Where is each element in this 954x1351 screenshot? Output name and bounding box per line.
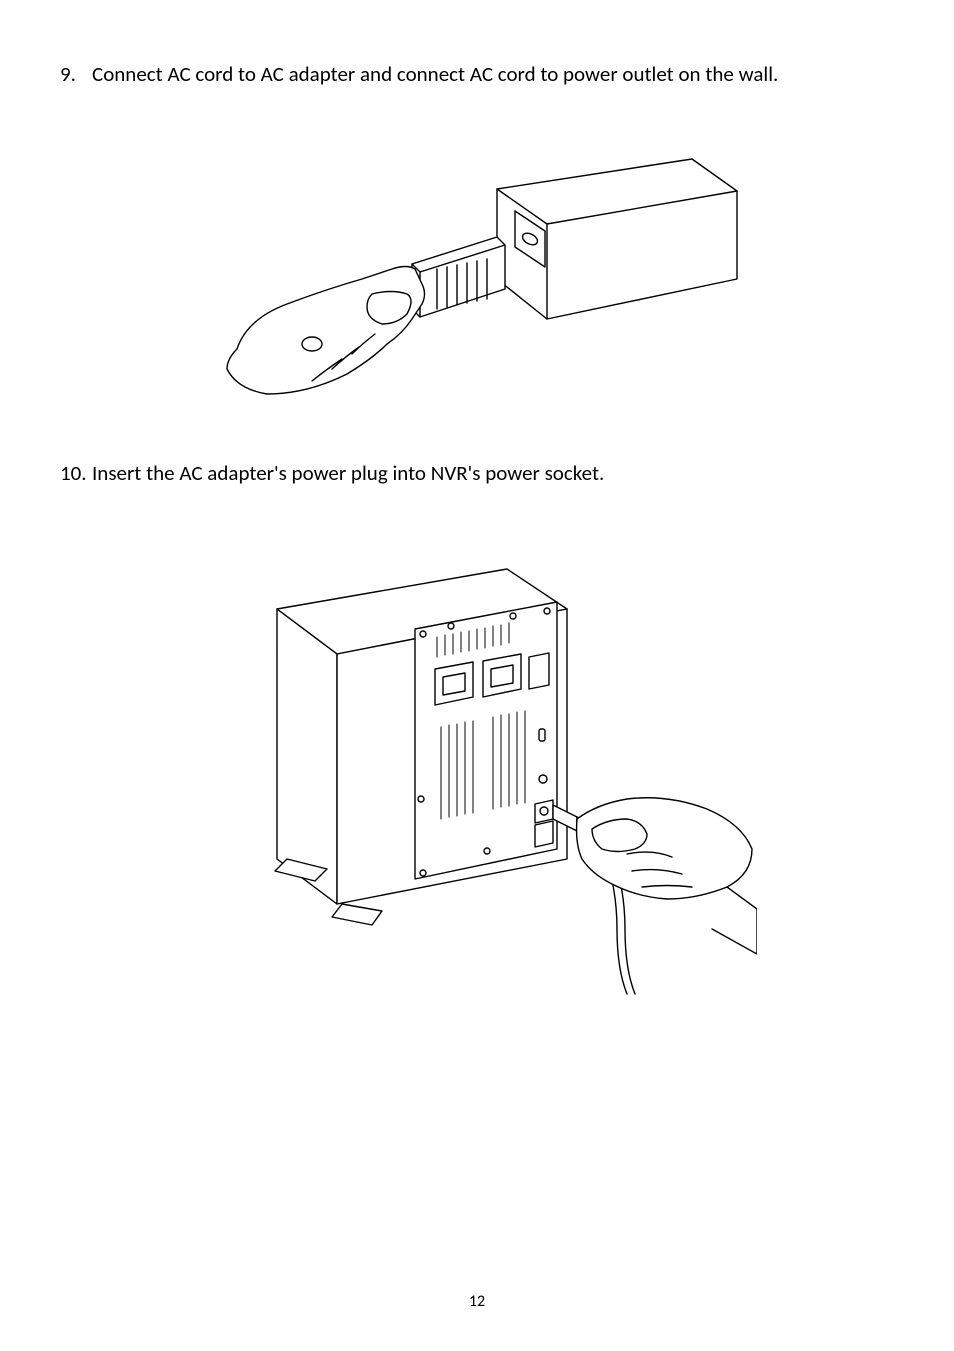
figure-nvr-power (60, 519, 894, 999)
ac-adapter-illustration (197, 119, 757, 419)
list-text-10: Insert the AC adapter's power plug into … (92, 459, 894, 488)
list-item-9: 9. Connect AC cord to AC adapter and con… (60, 60, 894, 89)
figure-ac-adapter (60, 119, 894, 419)
nvr-illustration (197, 519, 757, 999)
list-number-9: 9. (60, 60, 92, 89)
list-number-10: 10. (60, 459, 92, 488)
page-number: 12 (0, 1292, 954, 1311)
list-text-9: Connect AC cord to AC adapter and connec… (92, 60, 894, 89)
list-item-10: 10. Insert the AC adapter's power plug i… (60, 459, 894, 488)
